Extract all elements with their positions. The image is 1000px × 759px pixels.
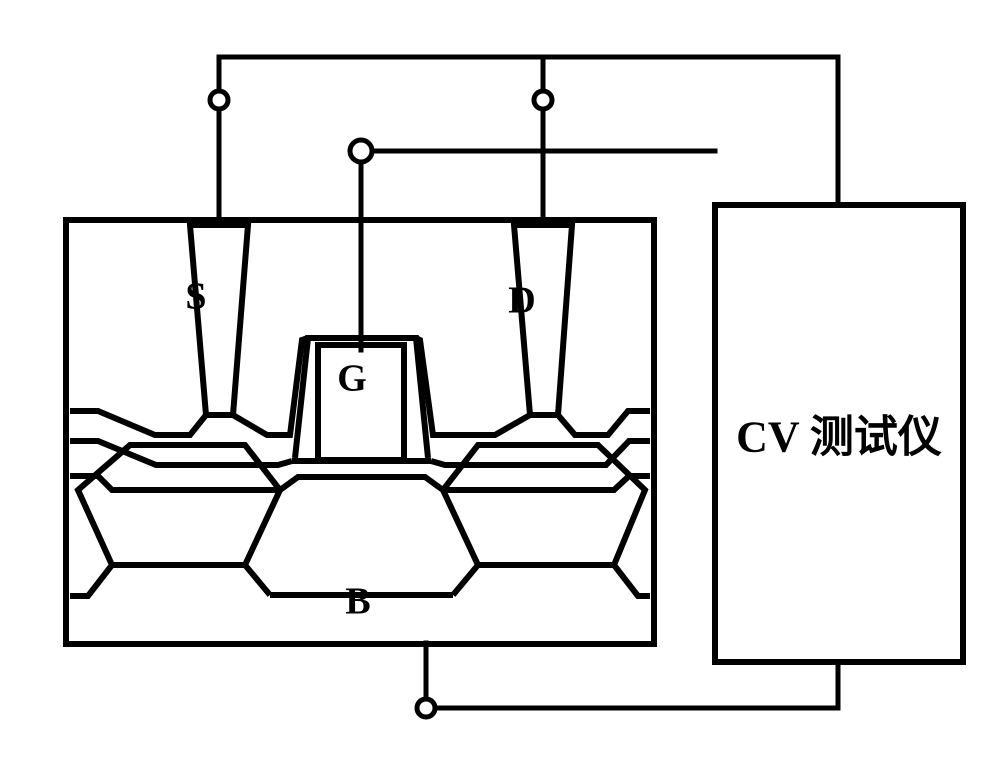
left-sti-in [245, 565, 270, 595]
si-surface [70, 476, 650, 490]
right-sti-in [453, 565, 478, 595]
label-s: S [185, 276, 206, 318]
source-probe [190, 225, 248, 415]
node-drain [534, 91, 552, 109]
label-g: G [337, 358, 367, 400]
label-b: B [345, 581, 370, 623]
node-gate [350, 140, 372, 162]
cv-instrument-label: CV 测试仪 [736, 413, 942, 462]
node-source [210, 91, 228, 109]
label-d: D [508, 280, 535, 322]
node-body [417, 699, 435, 717]
right-sti-base [614, 565, 650, 596]
left-sti-base [70, 565, 112, 596]
